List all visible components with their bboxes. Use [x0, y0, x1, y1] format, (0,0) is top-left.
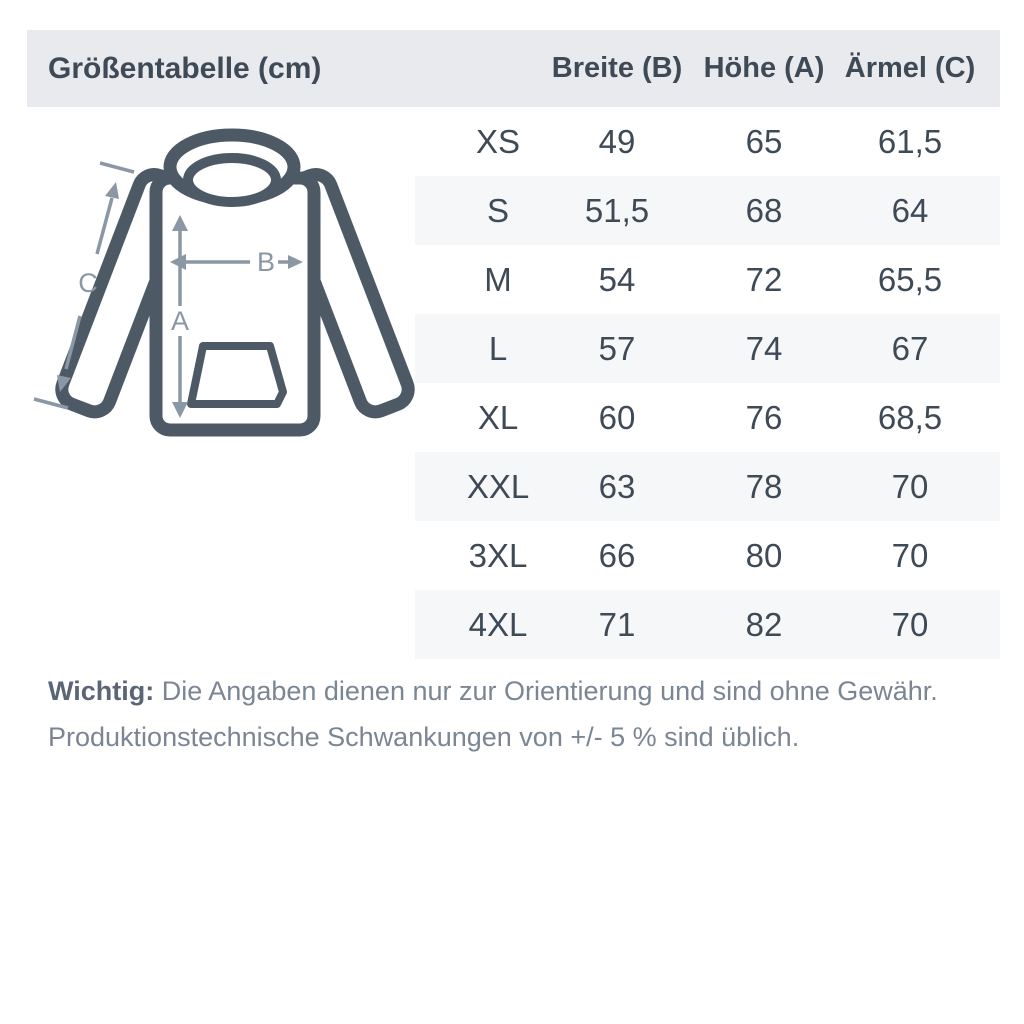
footer-line1: Wichtig: Die Angaben dienen nur zur Orie…: [48, 668, 938, 714]
hoehe-cell: 80: [745, 536, 783, 574]
aermel-cell: 70: [891, 467, 929, 505]
size-cell: M: [484, 260, 512, 298]
size-cell: XS: [475, 122, 521, 160]
arrow-c-head-bottom-icon: [57, 375, 71, 392]
arrow-b-head-left-icon: [170, 254, 186, 270]
breite-cell: 63: [598, 467, 636, 505]
table-row: 4XL 71 82 70: [415, 590, 1000, 659]
column-headers: Breite (B) Höhe (A) Ärmel (C): [552, 30, 976, 107]
size-table: XS 49 65 61,5 S 51,5 68 64 M 54 72 65,5 …: [415, 107, 1000, 659]
table-row: XL 60 76 68,5: [415, 383, 1000, 452]
hoehe-cell: 72: [745, 260, 783, 298]
hoehe-cell: 82: [745, 605, 783, 643]
size-cell: 4XL: [468, 605, 528, 643]
table-row: S 51,5 68 64: [415, 176, 1000, 245]
table-row: XXL 63 78 70: [415, 452, 1000, 521]
page-title: Größentabelle (cm): [48, 51, 322, 85]
aermel-cell: 67: [891, 329, 929, 367]
footer-important-label: Wichtig:: [48, 676, 155, 706]
size-cell: XL: [477, 398, 519, 436]
footer-note: Wichtig: Die Angaben dienen nur zur Orie…: [48, 668, 938, 760]
arrow-b-head-right-icon: [288, 255, 303, 269]
footer-line2: Produktionstechnische Schwankungen von +…: [48, 722, 800, 752]
column-header-aermel: Ärmel (C): [844, 52, 976, 84]
arrow-a-head-down-icon: [172, 402, 188, 418]
hoehe-cell: 78: [745, 467, 783, 505]
breite-cell: 66: [598, 536, 636, 574]
aermel-cell: 70: [891, 605, 929, 643]
table-row: M 54 72 65,5: [415, 245, 1000, 314]
arrow-c-head-top-icon: [105, 182, 119, 199]
aermel-cell: 68,5: [877, 398, 943, 436]
size-cell: XXL: [466, 467, 530, 505]
size-cell: S: [486, 191, 509, 229]
measure-label-b: B: [257, 247, 275, 277]
column-header-hoehe: Höhe (A): [703, 52, 825, 84]
arrow-a-head-up-icon: [172, 215, 188, 231]
aermel-cell: 61,5: [877, 122, 943, 160]
hoodie-pocket: [187, 342, 287, 408]
breite-cell: 51,5: [584, 191, 650, 229]
hoodie-hood-inner-ring: [183, 153, 281, 207]
breite-cell: 60: [598, 398, 636, 436]
table-row: XS 49 65 61,5: [415, 107, 1000, 176]
breite-cell: 54: [598, 260, 636, 298]
arrow-c-line: [95, 197, 114, 255]
table-row: L 57 74 67: [415, 314, 1000, 383]
footer-line1-text: Die Angaben dienen nur zur Orientierung …: [161, 676, 938, 706]
size-cell: L: [488, 329, 508, 367]
measure-label-a: A: [171, 306, 189, 336]
aermel-cell: 64: [891, 191, 929, 229]
column-header-breite: Breite (B): [551, 52, 683, 84]
table-header: Größentabelle (cm) Breite (B) Höhe (A) Ä…: [27, 30, 1000, 107]
hoehe-cell: 74: [745, 329, 783, 367]
aermel-cell: 70: [891, 536, 929, 574]
hoehe-cell: 65: [745, 122, 783, 160]
hoehe-cell: 68: [745, 191, 783, 229]
hoodie-outline-drawing: [55, 128, 415, 437]
size-cell: 3XL: [468, 536, 528, 574]
breite-cell: 49: [598, 122, 636, 160]
breite-cell: 71: [598, 605, 636, 643]
hoehe-cell: 76: [745, 398, 783, 436]
arrow-c-top-tick: [99, 161, 135, 174]
arrow-c-line: [64, 315, 82, 370]
measure-label-c: C: [78, 268, 98, 298]
table-row: 3XL 66 80 70: [415, 521, 1000, 590]
breite-cell: 57: [598, 329, 636, 367]
aermel-cell: 65,5: [877, 260, 943, 298]
measurement-arrows: A B C: [33, 161, 303, 418]
arrow-c-bottom-tick: [33, 397, 69, 410]
hoodie-measurement-diagram: A B C: [33, 128, 415, 437]
